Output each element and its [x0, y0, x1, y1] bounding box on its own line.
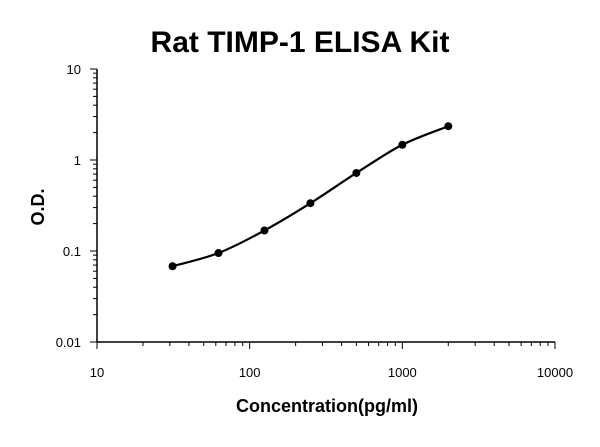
x-tick-label: 1000 — [388, 365, 417, 380]
y-tick-label: 1 — [74, 153, 81, 168]
data-point — [352, 168, 361, 177]
data-point — [214, 249, 223, 258]
data-point — [260, 226, 269, 235]
axes: 0.01 0.1 1 10 10 100 1000 10000 — [56, 62, 573, 380]
x-tick-label: 100 — [239, 365, 261, 380]
y-axis-title: O.D. — [28, 188, 48, 225]
fit-curve — [172, 125, 449, 268]
data-point — [168, 262, 177, 271]
x-tick-label: 10000 — [537, 365, 573, 380]
y-tick-label: 0.1 — [63, 244, 81, 259]
fit-curve-layer — [172, 125, 449, 268]
data-points — [168, 122, 453, 271]
y-tick-label: 10 — [67, 62, 81, 77]
x-axis-title: Concentration(pg/ml) — [236, 396, 418, 416]
y-tick-label: 0.01 — [56, 335, 81, 350]
x-tick-label: 10 — [90, 365, 104, 380]
data-point — [444, 122, 453, 131]
data-point — [306, 199, 315, 208]
data-point — [398, 140, 407, 149]
chart-title: Rat TIMP-1 ELISA Kit — [151, 26, 450, 59]
